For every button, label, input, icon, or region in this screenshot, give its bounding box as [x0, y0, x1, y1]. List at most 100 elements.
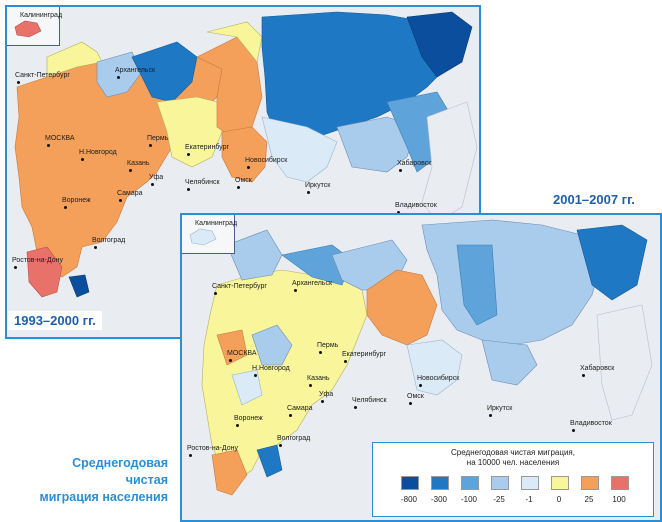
title-line: Среднегодовая	[72, 456, 168, 470]
city-marker	[81, 158, 84, 161]
city-label: МОСКВА	[45, 135, 75, 142]
region-krasnodar	[211, 449, 248, 496]
city-label: Омск	[407, 393, 424, 400]
city-label: Архангельск	[292, 280, 333, 287]
city-label: Воронеж	[234, 415, 263, 422]
city-label: Санкт-Петербург	[15, 72, 70, 79]
city-label: Самара	[287, 405, 313, 412]
region-chechnya	[68, 274, 90, 298]
legend-swatch	[551, 476, 569, 490]
period-label-2: 2001–2007 гг.	[547, 190, 641, 209]
city-marker	[489, 414, 492, 417]
legend-swatch	[611, 476, 629, 490]
city-marker	[289, 414, 292, 417]
city-label: Волгоград	[277, 435, 311, 442]
region-moscow	[216, 329, 248, 366]
city-marker	[582, 374, 585, 377]
city-label: Новосибирск	[245, 157, 288, 164]
city-marker	[14, 266, 17, 269]
city-marker	[151, 183, 154, 186]
kaliningrad-inset-1: Калининград	[7, 7, 63, 46]
city-marker	[319, 351, 322, 354]
city-marker	[17, 81, 20, 84]
region-south-siberia	[261, 116, 338, 183]
city-marker	[47, 144, 50, 147]
city-marker	[279, 444, 282, 447]
map-title: Среднегодовая чистая миграция населения	[8, 455, 168, 506]
region-tyumen	[366, 269, 438, 346]
city-label: Ростов-на-Дону	[12, 257, 63, 264]
city-marker	[187, 153, 190, 156]
city-marker	[129, 169, 132, 172]
inset-label: Калининград	[20, 12, 63, 19]
city-marker	[294, 289, 297, 292]
city-label: Иркутск	[305, 182, 331, 189]
legend-swatch	[521, 476, 539, 490]
city-label: Иркутск	[487, 405, 513, 412]
city-label: Санкт-Петербург	[212, 283, 267, 290]
region-kalmykia	[256, 444, 283, 478]
city-label: МОСКВА	[227, 350, 257, 357]
city-marker	[309, 384, 312, 387]
city-marker	[344, 360, 347, 363]
city-label: Волгоград	[92, 237, 126, 244]
legend-tick-label: 100	[612, 495, 626, 504]
city-marker	[214, 292, 217, 295]
city-label: Пермь	[147, 135, 169, 142]
city-marker	[189, 454, 192, 457]
region-omsk	[406, 339, 463, 396]
legend-swatch	[401, 476, 419, 490]
region-yamal	[206, 21, 263, 63]
region-arkhangelsk	[96, 51, 143, 98]
legend-tick-label: -100	[460, 495, 477, 504]
region-irkutsk	[481, 339, 538, 386]
city-marker	[237, 186, 240, 189]
legend-tick-label: -800	[400, 495, 417, 504]
city-label: Пермь	[317, 342, 339, 349]
region-urals	[156, 96, 223, 168]
city-marker	[187, 188, 190, 191]
legend-title-line: на 10000 чел. населения	[466, 458, 560, 467]
city-marker	[229, 359, 232, 362]
region-karelia	[226, 229, 283, 281]
city-label: Омск	[235, 177, 252, 184]
city-marker	[149, 144, 152, 147]
region-chukotka	[406, 11, 473, 78]
legend-tick-label: 25	[584, 495, 594, 504]
city-label: Челябинск	[185, 179, 220, 186]
region-omsk	[221, 126, 268, 183]
kaliningrad-inset-2: Калининград	[182, 215, 238, 254]
period-label-1: 1993–2000 гг.	[8, 311, 102, 330]
region-center-east	[251, 324, 293, 366]
region-komi	[131, 41, 198, 103]
city-label: Н.Новгород	[252, 365, 290, 372]
city-label: Ростов-на-Дону	[187, 445, 238, 452]
legend-title-line: Среднегодовая чистая миграция,	[451, 448, 575, 457]
city-label: Казань	[127, 160, 150, 167]
city-marker	[419, 384, 422, 387]
legend-swatch	[461, 476, 479, 490]
city-marker	[247, 166, 250, 169]
city-label: Владивосток	[570, 420, 612, 427]
city-marker	[399, 169, 402, 172]
city-marker	[236, 424, 239, 427]
legend-title: Среднегодовая чистая миграция, на 10000 …	[373, 448, 653, 468]
legend-tick-label: 0	[556, 495, 562, 504]
city-label: Уфа	[149, 174, 164, 181]
city-marker	[397, 211, 400, 214]
city-label: Екатеринбург	[342, 351, 387, 358]
title-line: чистая	[125, 473, 168, 487]
city-label: Самара	[117, 190, 143, 197]
city-label: Уфа	[319, 391, 334, 398]
inset-label: Калининград	[195, 220, 238, 227]
legend-swatch	[431, 476, 449, 490]
city-label: Архангельск	[115, 67, 156, 74]
city-marker	[64, 206, 67, 209]
city-label: Хабаровск	[580, 365, 615, 372]
city-label: Екатеринбург	[185, 144, 230, 151]
city-label: Владивосток	[395, 202, 437, 209]
region-volga	[231, 369, 263, 406]
legend-swatch	[491, 476, 509, 490]
city-marker	[254, 374, 257, 377]
city-marker	[94, 246, 97, 249]
